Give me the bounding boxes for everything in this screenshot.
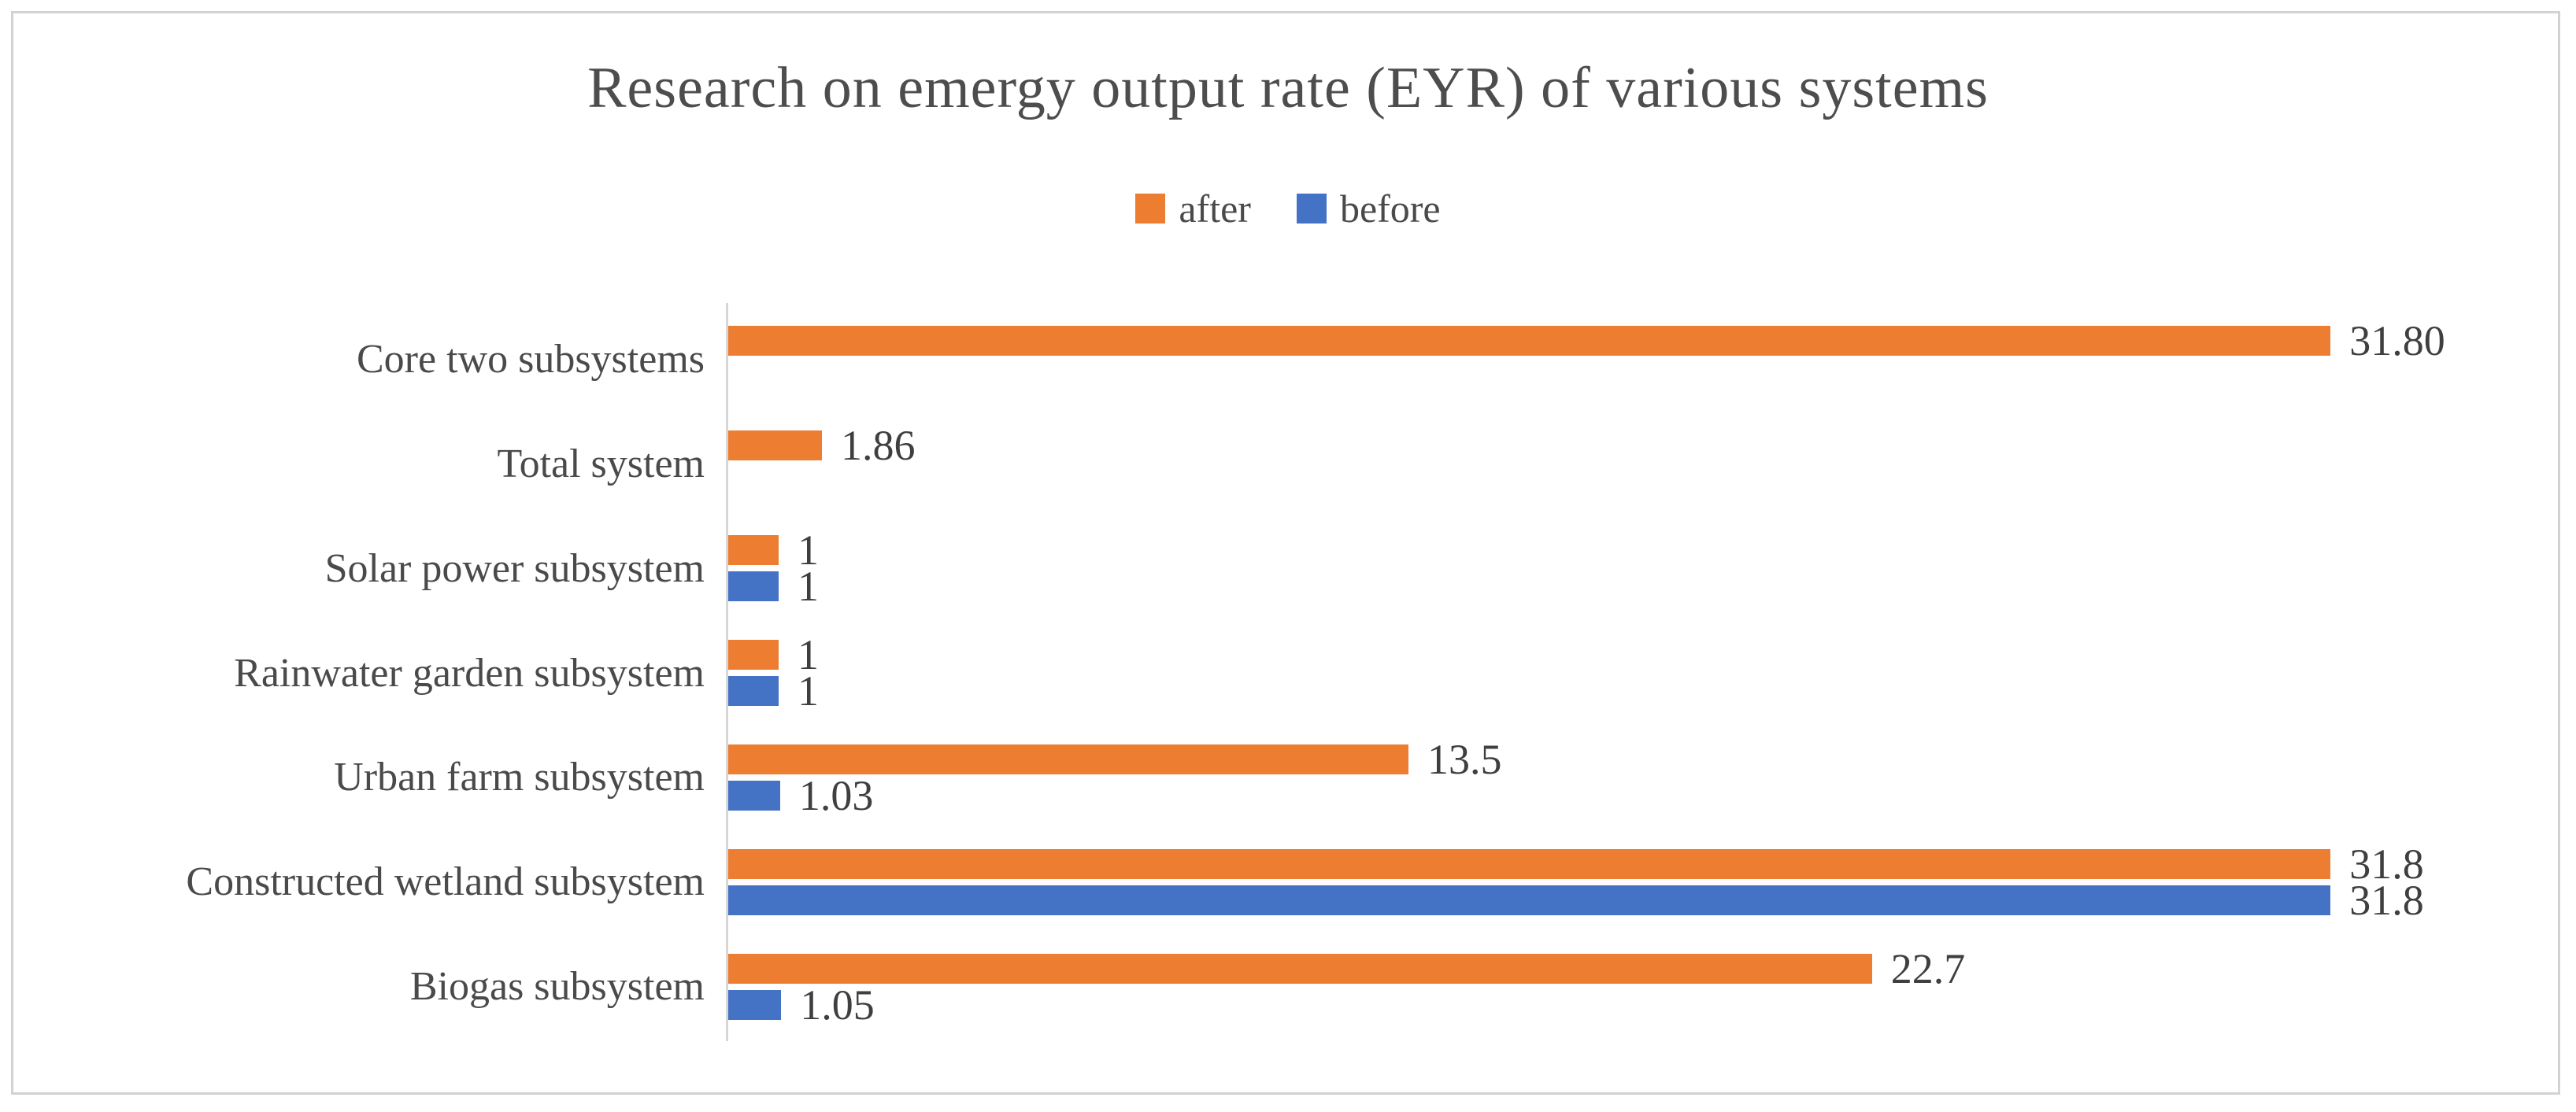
category-label: Core two subsystems [357, 336, 705, 382]
bar-value-label: 13.5 [1427, 735, 1502, 783]
category-label: Rainwater garden subsystem [234, 650, 705, 696]
bar-before [728, 676, 779, 706]
chart-title: Research on emergy output rate (EYR) of … [587, 56, 1989, 120]
category-label: Urban farm subsystem [334, 755, 705, 800]
bar-value-label: 1 [798, 667, 819, 715]
chart-legend: after before [0, 186, 2576, 231]
bar-before [728, 885, 2331, 915]
bar-value-label: 1 [798, 631, 819, 678]
bar-after [728, 848, 2331, 879]
category-label: Solar power subsystem [324, 545, 705, 591]
bar-value-label: 1 [798, 526, 819, 574]
bar-value-label: 1.86 [841, 422, 916, 470]
category-label: Constructed wetland subsystem [186, 859, 705, 905]
bar-before [728, 989, 782, 1020]
plot-area: 31.80 1.86 1 1 1 1 13.5 1.03 31.8 31.8 22.7 1.05 [728, 307, 2563, 1039]
legend-item-after: after [1135, 186, 1251, 231]
bar-after [728, 430, 823, 461]
bar-value-label: 1 [798, 563, 819, 611]
category-label: Total system [497, 441, 705, 486]
bar-value-label: 31.8 [2349, 876, 2424, 924]
bar-value-label: 1.05 [800, 981, 875, 1029]
bar-value-label: 31.8 [2349, 840, 2424, 888]
bar-after [728, 953, 1872, 984]
category-label: Biogas subsystem [409, 964, 705, 1010]
bar-before [728, 571, 779, 602]
legend-swatch-icon [1135, 194, 1166, 224]
category-labels: Core two subsystems Total system Solar pow… [0, 307, 705, 1039]
legend-label: before [1339, 187, 1441, 231]
bar-value-label: 22.7 [1890, 944, 1966, 992]
bar-after [728, 326, 2331, 357]
category-axis-line [726, 303, 728, 1041]
legend-label: after [1179, 187, 1251, 231]
legend-swatch-icon [1296, 194, 1327, 224]
legend-item-before: before [1296, 186, 1441, 231]
bar-after [728, 640, 779, 670]
bar-value-label: 31.80 [2349, 317, 2445, 365]
bar-after [728, 535, 779, 566]
bar-value-label: 1.03 [798, 771, 874, 819]
bar-before [728, 780, 780, 811]
bar-after [728, 744, 1408, 774]
